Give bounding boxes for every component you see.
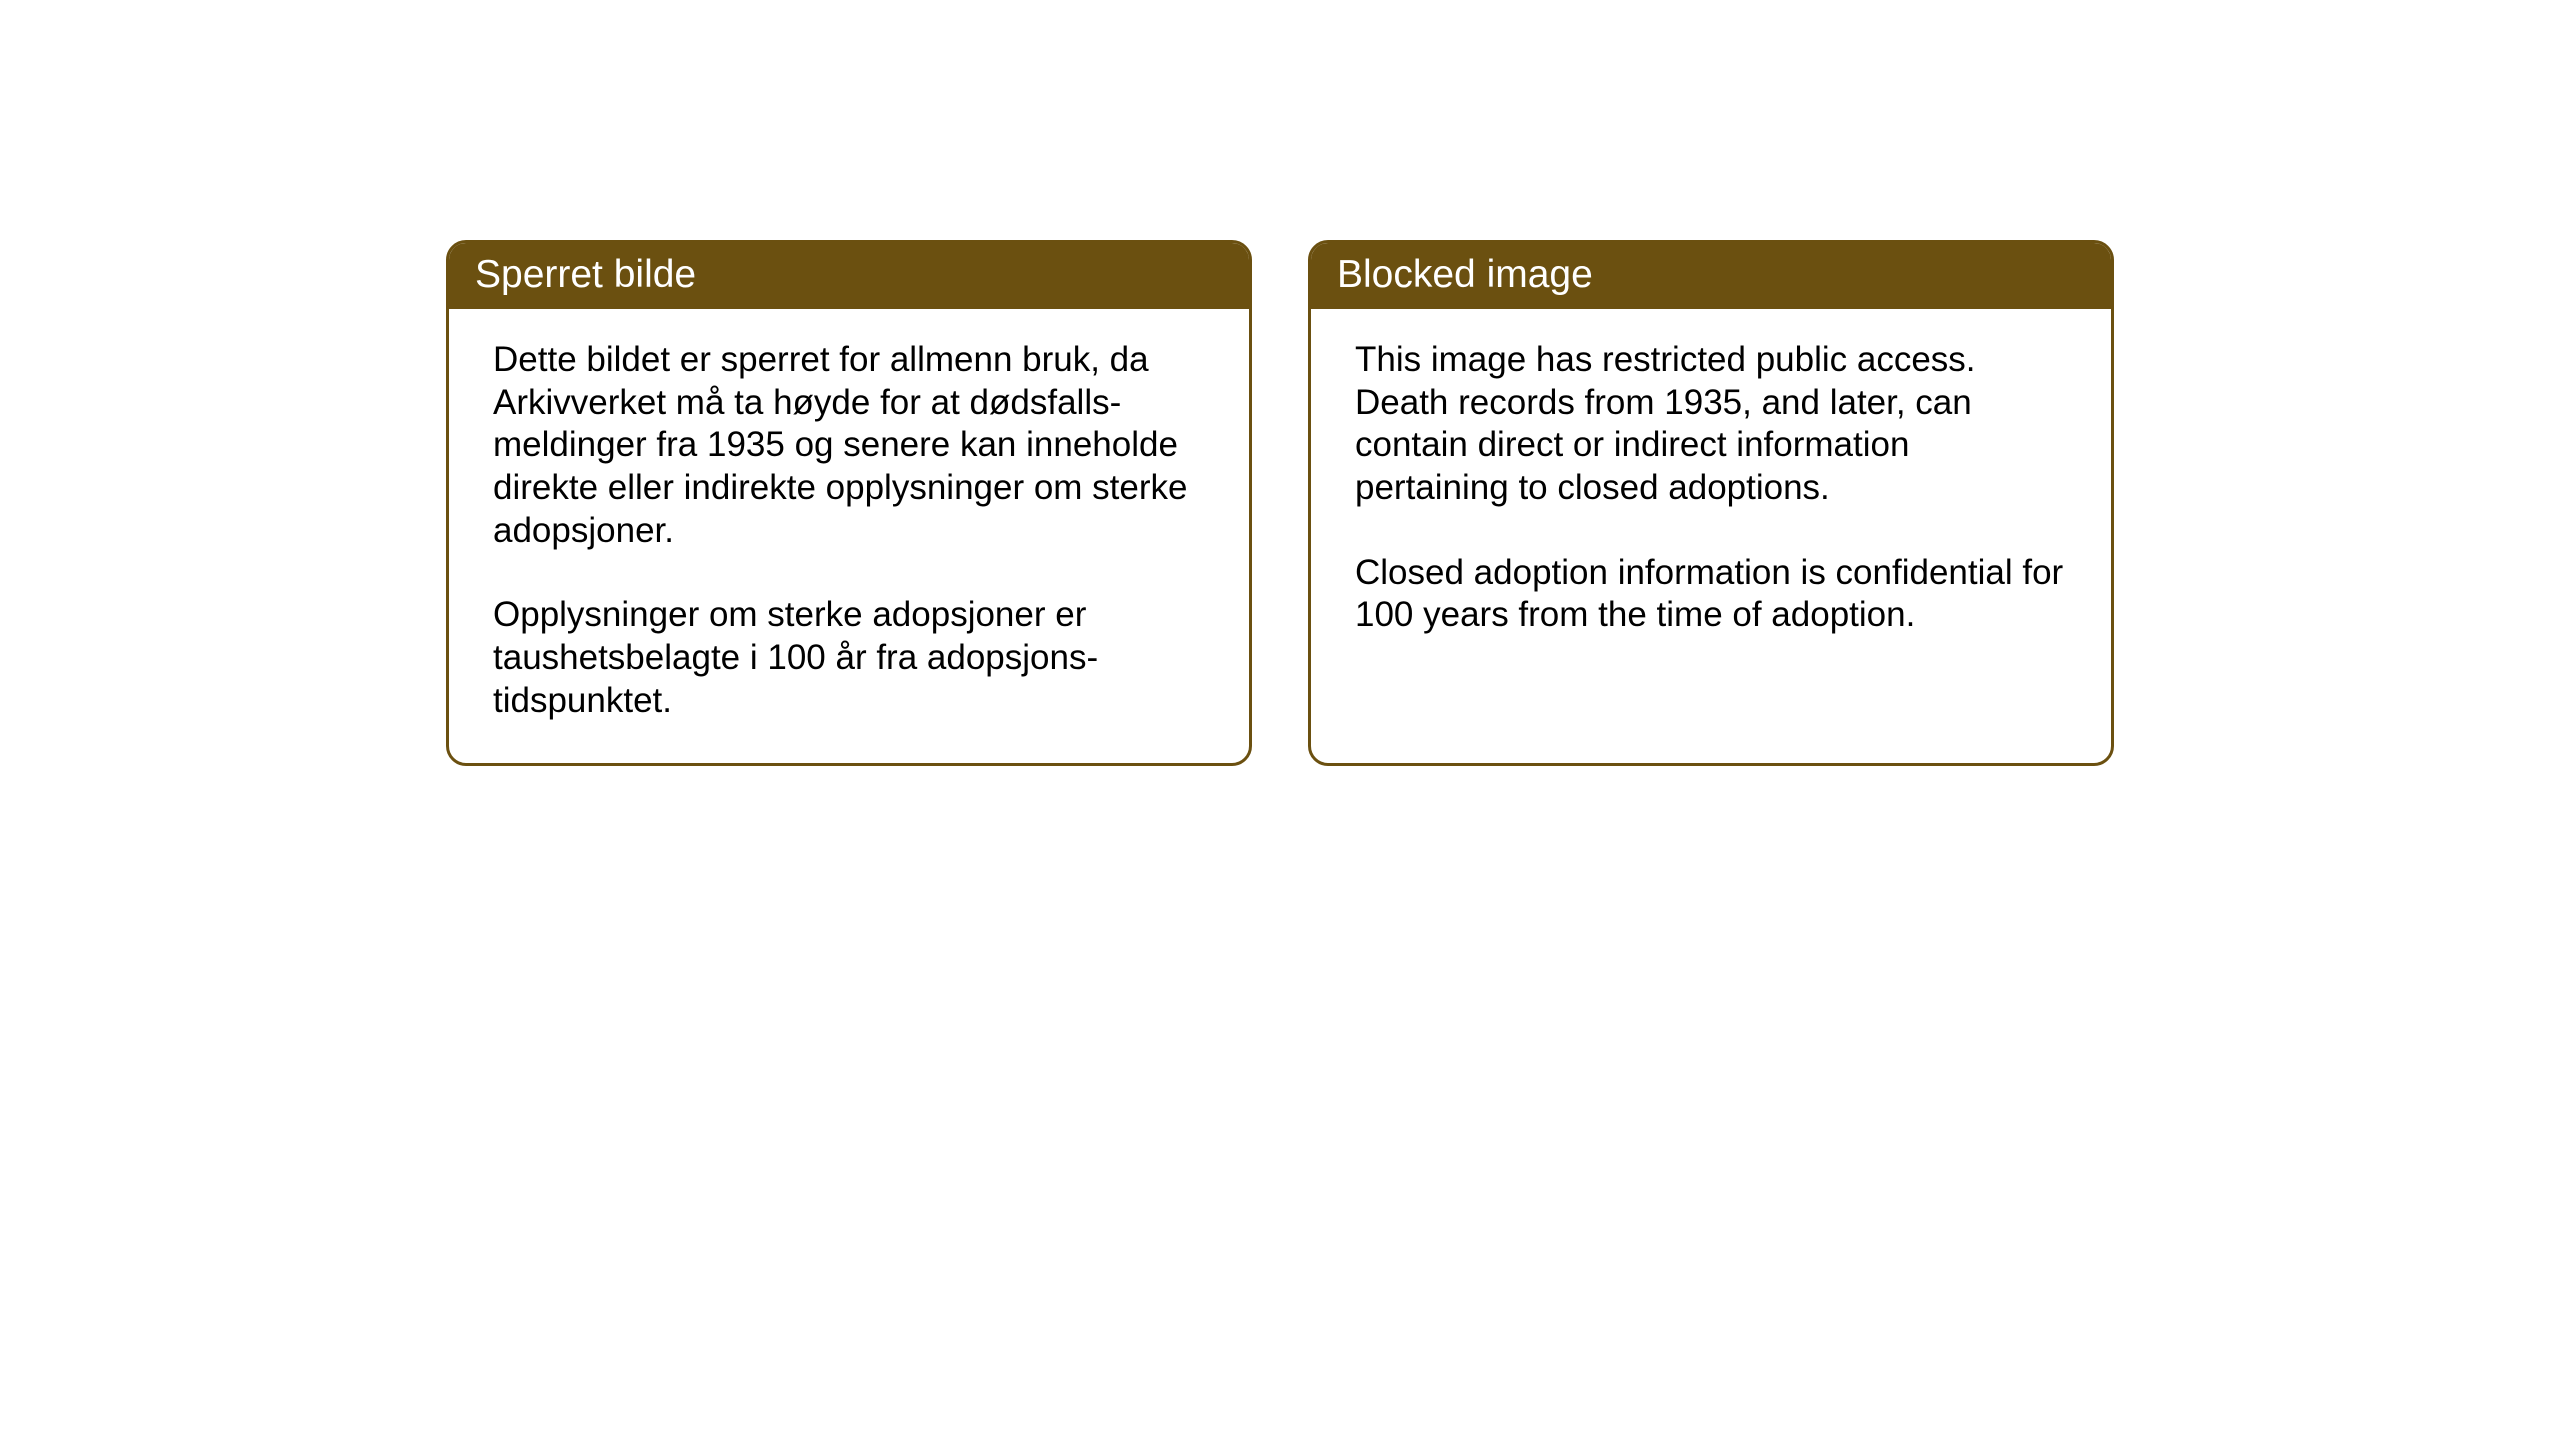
card-paragraph: Dette bildet er sperret for allmenn bruk… bbox=[493, 339, 1205, 552]
card-header: Blocked image bbox=[1311, 243, 2111, 309]
notice-card-english: Blocked image This image has restricted … bbox=[1308, 240, 2114, 766]
notice-container: Sperret bilde Dette bildet er sperret fo… bbox=[446, 240, 2114, 766]
card-title: Sperret bilde bbox=[475, 253, 696, 296]
card-paragraph: Closed adoption information is confident… bbox=[1355, 552, 2067, 637]
card-body: This image has restricted public access.… bbox=[1311, 309, 2111, 749]
notice-card-norwegian: Sperret bilde Dette bildet er sperret fo… bbox=[446, 240, 1252, 766]
card-header: Sperret bilde bbox=[449, 243, 1249, 309]
card-body: Dette bildet er sperret for allmenn bruk… bbox=[449, 309, 1249, 763]
card-paragraph: Opplysninger om sterke adopsjoner er tau… bbox=[493, 594, 1205, 722]
card-title: Blocked image bbox=[1337, 253, 1593, 296]
card-paragraph: This image has restricted public access.… bbox=[1355, 339, 2067, 510]
